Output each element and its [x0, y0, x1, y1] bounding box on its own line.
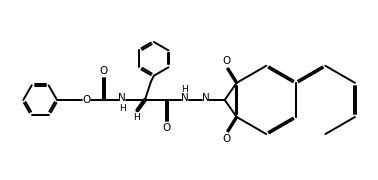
- Text: O: O: [82, 95, 90, 105]
- Text: N: N: [181, 93, 189, 103]
- Text: H: H: [133, 113, 140, 122]
- Text: O: O: [163, 123, 171, 133]
- Text: O: O: [100, 66, 108, 76]
- Text: N: N: [118, 93, 126, 103]
- Text: H: H: [119, 104, 125, 113]
- Text: N: N: [202, 93, 210, 103]
- Text: O: O: [223, 56, 231, 66]
- Text: H: H: [181, 84, 189, 93]
- Text: O: O: [223, 134, 231, 144]
